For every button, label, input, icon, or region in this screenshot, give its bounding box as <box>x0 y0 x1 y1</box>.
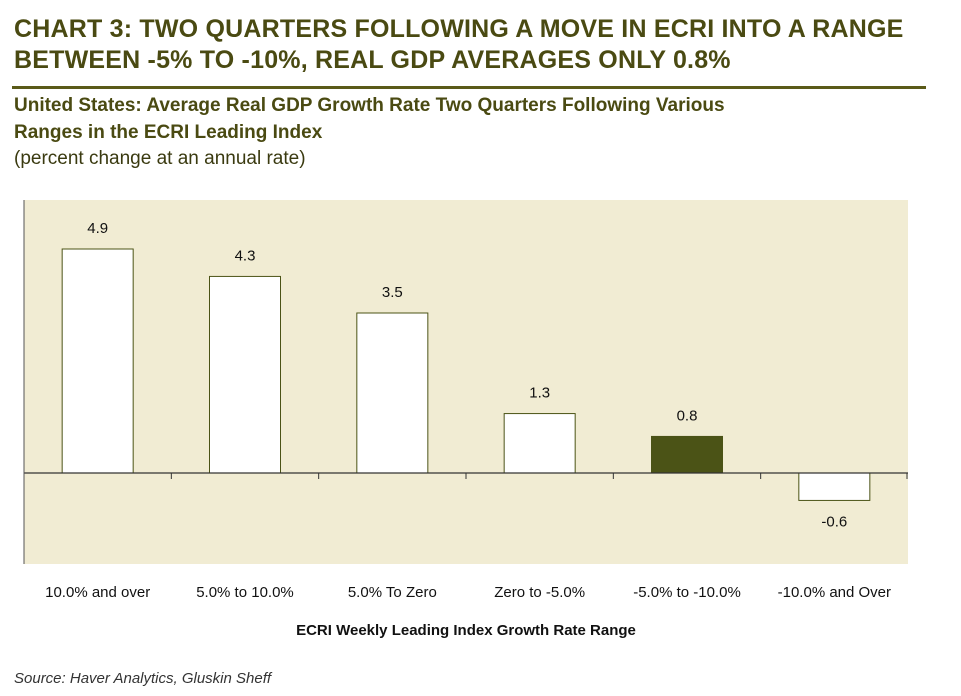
bar-3 <box>356 312 429 474</box>
data-label-2: 4.3 <box>235 247 256 264</box>
category-label-2: 5.0% to 10.0% <box>196 584 294 601</box>
data-label-6: -0.6 <box>821 513 847 530</box>
chart-units-note: (percent change at an annual rate) <box>14 148 306 169</box>
category-label-6: -10.0% and Over <box>778 584 891 601</box>
bars-layer <box>61 248 871 501</box>
category-label-1: 10.0% and over <box>45 584 150 601</box>
chart-heading: CHART 3: TWO QUARTERS FOLLOWING A MOVE I… <box>14 14 934 76</box>
chart-subtitle-line-1: United States: Average Real GDP Growth R… <box>14 95 725 116</box>
heading-divider <box>12 86 926 89</box>
chart-subtitle-line-2: Ranges in the ECRI Leading Index <box>14 122 323 143</box>
category-label-5: -5.0% to -10.0% <box>633 584 741 601</box>
chart-subtitle: United States: Average Real GDP Growth R… <box>14 92 934 146</box>
ticks-layer <box>170 473 908 479</box>
bar-1 <box>61 248 134 474</box>
category-label-4: Zero to -5.0% <box>494 584 585 601</box>
bar-5 <box>651 435 723 474</box>
data-label-3: 3.5 <box>382 284 403 301</box>
plot-area-background <box>24 200 908 564</box>
category-label-3: 5.0% To Zero <box>348 584 437 601</box>
bar-6 <box>798 472 871 501</box>
data-label-4: 1.3 <box>529 385 550 402</box>
chart-heading-line-2: BETWEEN -5% TO -10%, REAL GDP AVERAGES O… <box>14 46 731 74</box>
labels-layer: 4.9 10.0% and over 4.3 5.0% to 10.0% 3.5 5.0%… <box>45 220 891 601</box>
bar-4 <box>503 413 576 474</box>
bar-2 <box>209 275 281 474</box>
data-label-5: 0.8 <box>677 407 698 424</box>
data-label-1: 4.9 <box>87 220 108 237</box>
source-note: Source: Haver Analytics, Gluskin Sheff <box>14 670 272 687</box>
x-axis-title: ECRI Weekly Leading Index Growth Rate Ra… <box>296 622 636 639</box>
chart-heading-line-1: CHART 3: TWO QUARTERS FOLLOWING A MOVE I… <box>14 15 904 43</box>
